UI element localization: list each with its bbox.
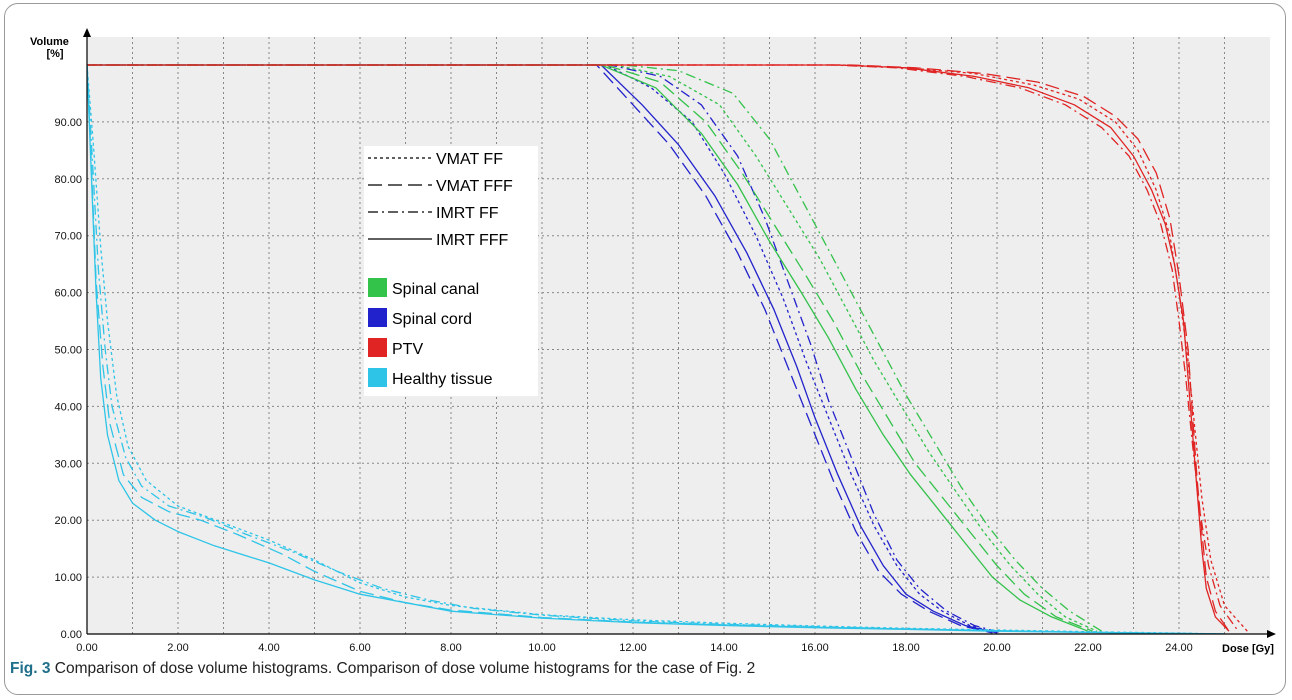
series-healthy-tissue-vmat-ff [87,64,1225,634]
series-spinal-cord-imrt-fff [87,64,998,634]
x-tick-label: 14.00 [710,642,738,654]
y-axis-unit: [%] [46,48,63,60]
y-axis-arrow [83,28,91,37]
x-tick-label: 8.00 [440,642,461,654]
x-axis-arrow [1267,630,1276,638]
caption-label: Fig. 3 [10,660,51,677]
legend-swatch-healthy-tissue [368,368,387,387]
x-tick-label: 2.00 [167,642,188,654]
y-tick-label: 20.00 [54,515,82,527]
series-spinal-canal-vmat-ff [87,64,1098,632]
series-spinal-canal-imrt-fff [87,64,1089,632]
legend-label-spinal-canal: Spinal canal [392,281,479,298]
x-tick-label: 22.00 [1074,642,1102,654]
y-tick-label: 30.00 [54,458,82,470]
y-tick-label: 70.00 [54,231,82,243]
x-tick-label: 24.00 [1165,642,1193,654]
series-healthy-tissue-imrt-ff [87,64,1225,634]
series-ptv-imrt-ff [87,64,1239,632]
plot-area [87,37,1270,634]
series-group [87,64,1248,634]
x-tick-label: 4.00 [258,642,279,654]
x-tick-label: 20.00 [983,642,1011,654]
legend: VMAT FF VMAT FFF IMRT FF IMRT FFF Spinal can… [364,146,538,396]
series-ptv-imrt-fff [87,64,1230,632]
series-ptv-vmat-fff [87,64,1230,632]
legend-swatch-spinal-canal [368,278,387,297]
legend-label-imrt-fff: IMRT FFF [436,232,509,249]
x-tick-label: 18.00 [892,642,920,654]
figure-caption: Fig. 3 Comparison of dose volume histogr… [10,660,755,678]
y-tick-label: 40.00 [54,401,82,413]
x-tick-label: 16.00 [801,642,829,654]
series-spinal-canal-imrt-ff [87,64,1103,632]
y-tick-label: 80.00 [54,174,82,186]
y-axis-label: Volume [30,36,69,48]
axes [83,28,1276,638]
x-tick-label: 0.00 [76,642,97,654]
x-axis-label: Dose [Gy] [1222,643,1274,655]
x-tick-label: 6.00 [349,642,370,654]
legend-swatch-spinal-cord [368,308,387,327]
grid-lines [87,37,1270,634]
tick-labels: 0.00 2.00 4.00 6.00 8.00 10.00 12.00 14.00 16.00… [54,117,1192,654]
x-tick-label: 10.00 [528,642,556,654]
legend-label-vmat-fff: VMAT FFF [436,178,513,195]
y-tick-label: 50.00 [54,345,82,357]
legend-label-imrt-ff: IMRT FF [436,205,499,222]
series-ptv-vmat-ff [87,64,1248,632]
series-spinal-canal-vmat-fff [87,64,1093,632]
y-tick-label: 90.00 [54,117,82,129]
x-tick-label: 12.00 [619,642,647,654]
series-spinal-cord-vmat-ff [87,64,998,634]
y-tick-label: 10.00 [54,572,82,584]
caption-text: Comparison of dose volume histograms. Co… [50,660,756,677]
y-tick-label: 0.00 [61,629,82,641]
y-tick-label: 60.00 [54,288,82,300]
legend-label-vmat-ff: VMAT FF [436,151,503,168]
legend-label-ptv: PTV [392,341,423,358]
series-spinal-cord-vmat-fff [87,64,993,634]
legend-label-healthy-tissue: Healthy tissue [392,371,493,388]
legend-box [364,146,538,396]
legend-swatch-ptv [368,338,387,357]
legend-label-spinal-cord: Spinal cord [392,311,472,328]
